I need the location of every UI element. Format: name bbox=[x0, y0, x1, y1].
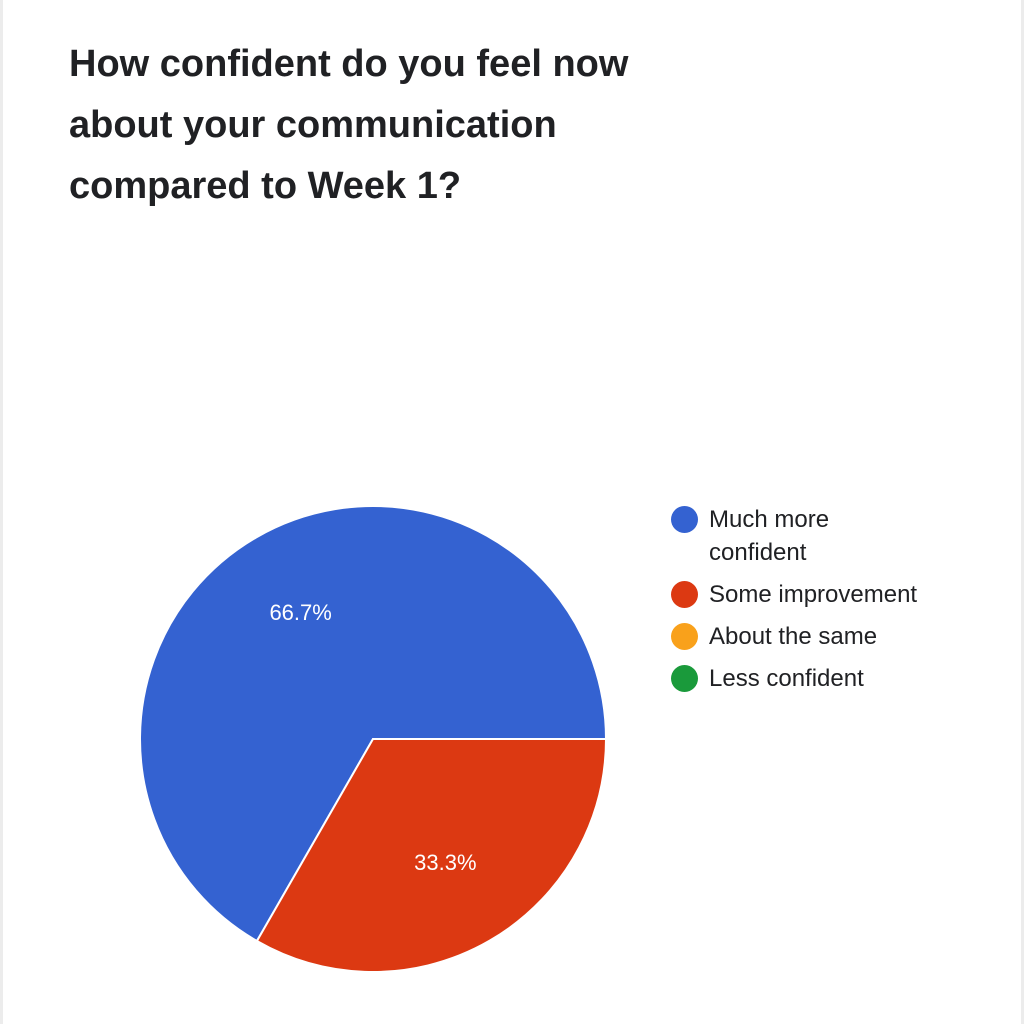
legend-swatch-about-the-same bbox=[671, 623, 698, 650]
pie-data-label-some-improvement: 33.3% bbox=[414, 850, 476, 875]
legend-label: Less confident bbox=[709, 665, 864, 692]
legend-item-about-the-same[interactable]: About the same bbox=[671, 620, 991, 653]
legend-swatch-some-improvement bbox=[671, 581, 698, 608]
legend-label: About the same bbox=[709, 623, 878, 650]
legend-label: Much more confident bbox=[709, 506, 830, 566]
pie-data-label-much-more-confident: 66.7% bbox=[269, 600, 331, 625]
question-title: How confident do you feel now about your… bbox=[69, 43, 629, 207]
legend-item-less-confident[interactable]: Less confident bbox=[671, 662, 991, 695]
legend-label: Some improvement bbox=[709, 581, 918, 608]
legend-swatch-much-more-confident bbox=[671, 506, 698, 533]
pie-slice-some-improvement[interactable] bbox=[255, 738, 608, 973]
legend: Much more confident Some improvement Abo… bbox=[671, 503, 991, 704]
legend-item-some-improvement[interactable]: Some improvement bbox=[671, 578, 991, 611]
pie-chart: 66.7% 33.3% bbox=[139, 505, 608, 973]
legend-item-much-more-confident[interactable]: Much more confident bbox=[671, 503, 991, 569]
legend-swatch-less-confident bbox=[671, 665, 698, 692]
pie-slice-much-more-confident[interactable] bbox=[139, 505, 608, 943]
